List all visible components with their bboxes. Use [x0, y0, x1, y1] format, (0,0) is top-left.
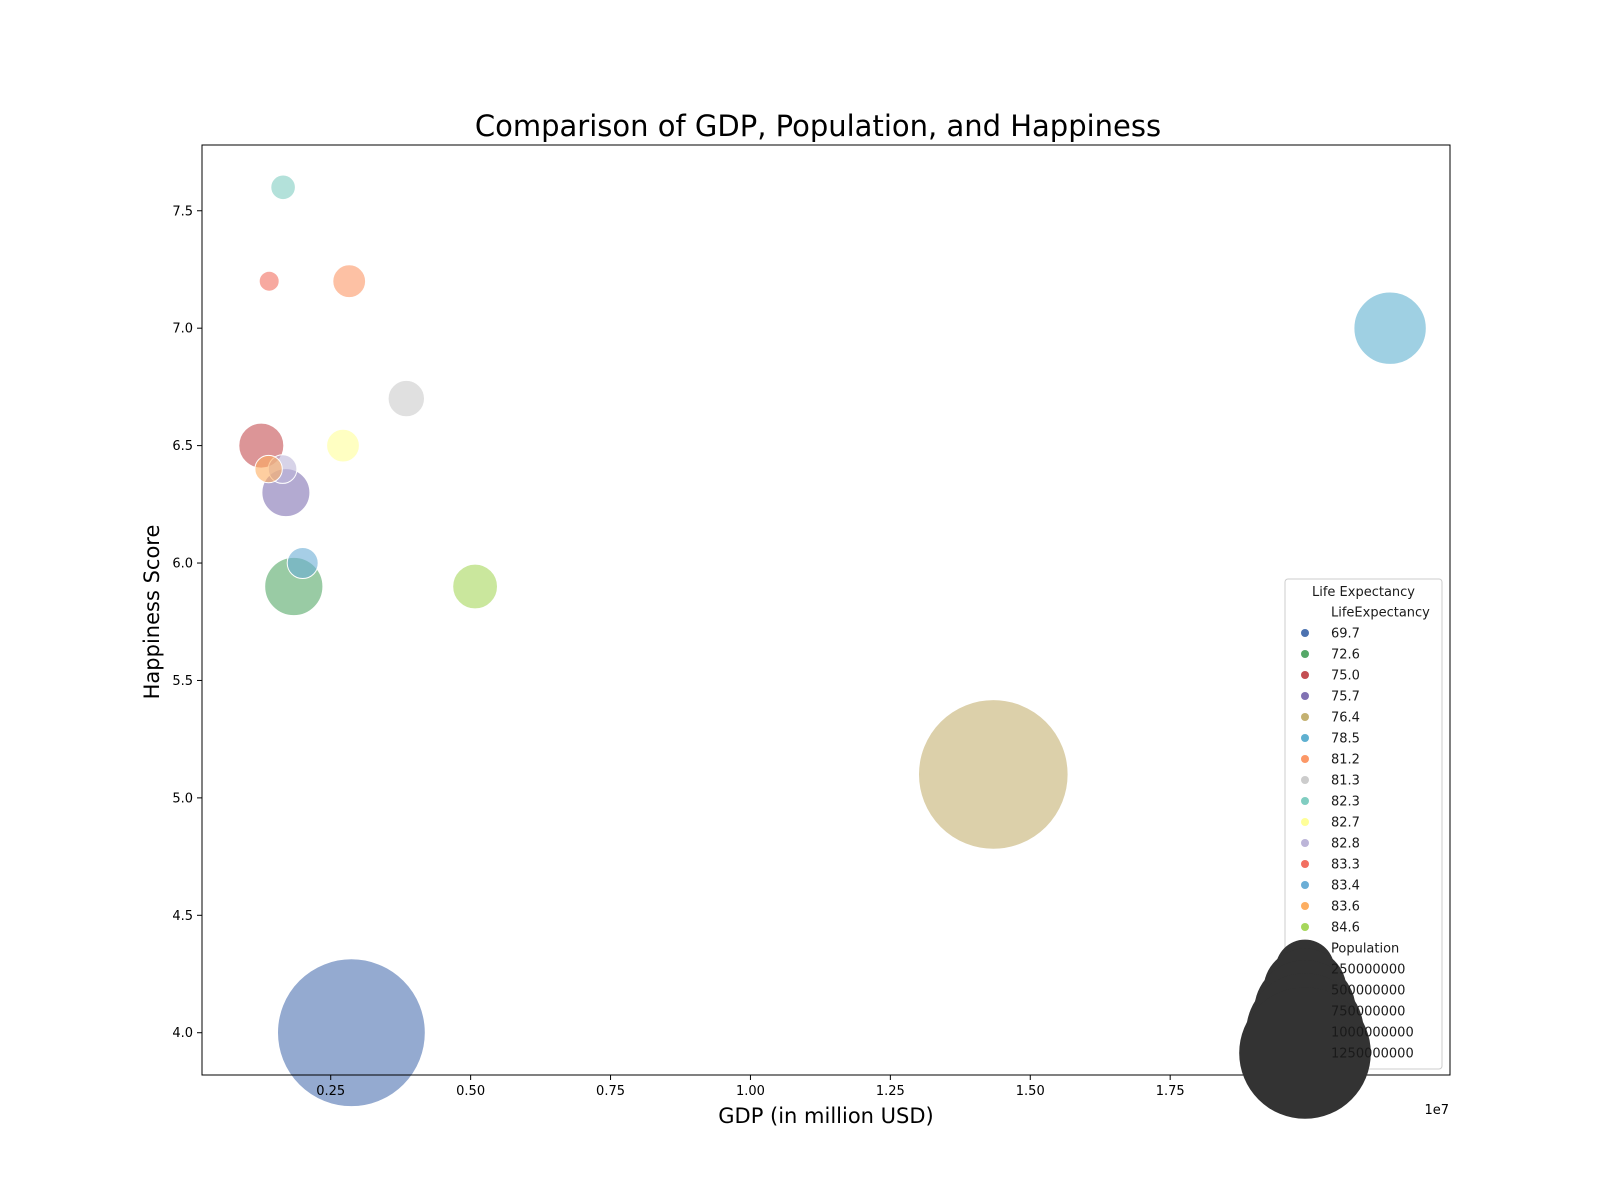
y-tick-label: 6.0	[172, 557, 193, 572]
legend-marker	[1301, 776, 1309, 784]
legend-label: 81.3	[1331, 774, 1360, 789]
legend-label: 75.0	[1331, 669, 1360, 684]
legend-marker	[1301, 692, 1309, 700]
legend-size-label: 500000000	[1331, 984, 1405, 999]
legend-label: 82.8	[1331, 837, 1360, 852]
legend-label: 84.6	[1331, 921, 1360, 936]
legend-marker	[1301, 839, 1309, 847]
legend-label: 78.5	[1331, 732, 1360, 747]
legend-label: 81.2	[1331, 753, 1360, 768]
y-axis-ticks: 4.0 4.5 5.0 5.5 6.0 6.5 7.0 7.5	[172, 204, 202, 1041]
x-tick-label: 0.50	[456, 1084, 485, 1099]
legend-size-label: 750000000	[1331, 1005, 1405, 1020]
legend-size-header: Population	[1331, 942, 1399, 957]
x-tick-label: 0.25	[316, 1084, 345, 1099]
legend-marker	[1301, 629, 1309, 637]
legend-title: Life Expectancy	[1312, 585, 1415, 600]
legend-marker	[1301, 881, 1309, 889]
x-axis-label: GDP (in million USD)	[718, 1104, 934, 1128]
y-tick-label: 4.0	[172, 1026, 193, 1041]
plot-frame	[201, 144, 1451, 1076]
legend-size-marker	[1239, 987, 1371, 1119]
legend-size-label: 1000000000	[1331, 1026, 1414, 1041]
data-point	[254, 454, 283, 484]
x-tick-label: 0.75	[596, 1084, 625, 1099]
data-point	[270, 174, 296, 201]
legend-label: 82.7	[1331, 816, 1360, 831]
legend-marker	[1301, 755, 1309, 763]
legend-marker	[1301, 671, 1309, 679]
data-point	[258, 270, 280, 292]
chart-title: Comparison of GDP, Population, and Happi…	[475, 109, 1161, 143]
y-tick-label: 7.5	[172, 204, 193, 219]
y-tick-label: 5.5	[172, 674, 193, 689]
x-tick-label: 1.75	[1156, 1084, 1185, 1099]
x-tick-label: 1.50	[1016, 1084, 1045, 1099]
legend-label: 72.6	[1331, 648, 1360, 663]
legend-marker	[1301, 923, 1309, 931]
legend-label: 83.3	[1331, 858, 1360, 873]
data-point	[286, 547, 319, 579]
legend-label: 69.7	[1331, 627, 1360, 642]
data-point	[918, 699, 1069, 850]
x-axis-offset-text: 1e7	[1424, 1103, 1449, 1118]
data-point	[326, 428, 360, 463]
y-tick-label: 4.5	[172, 909, 193, 924]
legend-marker	[1301, 797, 1309, 805]
y-tick-label: 7.0	[172, 322, 193, 337]
legend: Life Expectancy LifeExpectancy 69.7 72.6 75.…	[1239, 578, 1443, 1119]
x-tick-label: 1.25	[876, 1084, 905, 1099]
legend-marker	[1301, 650, 1309, 658]
legend-marker	[1301, 818, 1309, 826]
y-tick-label: 5.0	[172, 791, 193, 806]
legend-label: 83.6	[1331, 900, 1360, 915]
x-tick-label: 1.00	[736, 1084, 765, 1099]
y-tick-label: 6.5	[172, 439, 193, 454]
data-point	[332, 264, 367, 299]
legend-marker	[1301, 860, 1309, 868]
data-point	[452, 563, 499, 610]
plot-layer	[238, 174, 1427, 1108]
legend-marker	[1301, 902, 1309, 910]
legend-label: 76.4	[1331, 711, 1360, 726]
data-point	[277, 958, 426, 1108]
data-point	[387, 379, 425, 418]
data-point	[1353, 291, 1427, 365]
y-axis-label: Happiness Score	[140, 525, 164, 700]
legend-marker	[1301, 734, 1309, 742]
legend-hue-header: LifeExpectancy	[1331, 606, 1430, 621]
legend-label: 75.7	[1331, 690, 1360, 705]
legend-size-label: 250000000	[1331, 963, 1405, 978]
legend-size-label: 1250000000	[1331, 1047, 1414, 1062]
legend-label: 83.4	[1331, 879, 1360, 894]
legend-label: 82.3	[1331, 795, 1360, 810]
legend-marker	[1301, 713, 1309, 721]
